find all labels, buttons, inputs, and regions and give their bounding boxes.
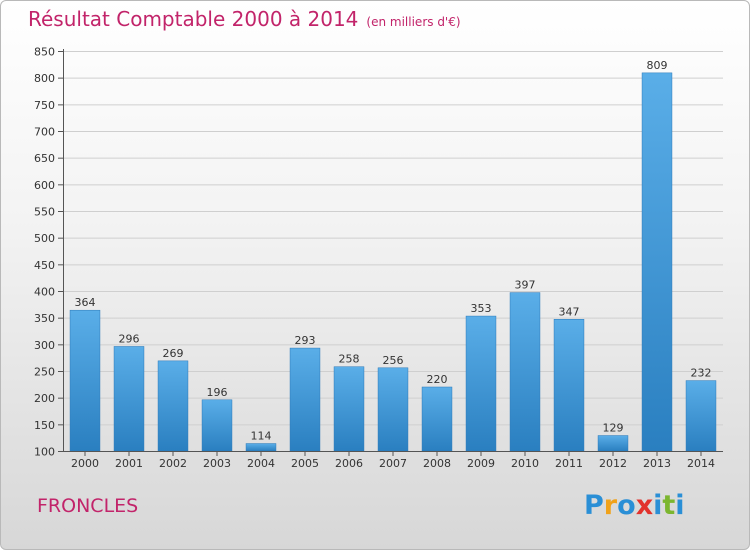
- bar-value-label: 347: [559, 305, 580, 318]
- bar-value-label: 220: [427, 373, 448, 386]
- bar: [157, 360, 189, 452]
- bar: [597, 435, 629, 452]
- y-tick-label: 600: [34, 179, 55, 192]
- y-tick-label: 100: [34, 446, 55, 459]
- bar: [509, 292, 541, 452]
- y-tick-label: 650: [34, 152, 55, 165]
- bar-value-label: 397: [515, 279, 536, 292]
- x-tick-label: 2011: [555, 457, 583, 470]
- chart-title: Résultat Comptable 2000 à 2014 (en millie…: [28, 7, 461, 31]
- bar: [553, 319, 585, 452]
- y-tick-label: 500: [34, 232, 55, 245]
- axis-layer: 100 150 200 250 300 350 400 450 500 550 600 650 700 7…: [34, 46, 723, 470]
- bar-value-label: 809: [647, 59, 668, 72]
- x-tick-label: 2000: [71, 457, 99, 470]
- y-tick-label: 250: [34, 366, 55, 379]
- logo-letter: i: [653, 490, 663, 521]
- bar: [245, 443, 277, 452]
- bar-value-label: 232: [691, 367, 712, 380]
- bar: [333, 366, 365, 452]
- logo-letter: t: [662, 490, 676, 521]
- logo-letter: o: [617, 490, 636, 521]
- bar: [377, 367, 409, 452]
- x-tick-label: 2014: [687, 457, 715, 470]
- bar-value-label: 258: [339, 353, 360, 366]
- y-tick-label: 750: [34, 99, 55, 112]
- chart-subtitle: (en milliers d'€): [366, 15, 461, 29]
- logo-letter: r: [603, 490, 618, 521]
- logo-letter: i: [675, 490, 685, 521]
- bar-value-label: 293: [295, 334, 316, 347]
- y-tick-label: 350: [34, 312, 55, 325]
- x-tick-label: 2002: [159, 457, 187, 470]
- bar-value-label: 256: [383, 354, 404, 367]
- x-tick-label: 2008: [423, 457, 451, 470]
- proxiti-logo[interactable]: Proxiti: [584, 490, 685, 521]
- x-tick-label: 2003: [203, 457, 231, 470]
- chart-title-text: Résultat Comptable 2000 à 2014: [28, 7, 359, 31]
- bar: [201, 399, 233, 452]
- x-tick-label: 2010: [511, 457, 539, 470]
- bar: [421, 386, 453, 452]
- y-tick-label: 450: [34, 259, 55, 272]
- bar-value-label: 296: [119, 332, 140, 345]
- bar: [641, 72, 673, 452]
- y-tick-label: 300: [34, 339, 55, 352]
- bar-value-label: 364: [75, 296, 96, 309]
- x-tick-label: 2001: [115, 457, 143, 470]
- y-tick-label: 850: [34, 46, 55, 59]
- bar-layer: [69, 72, 717, 452]
- x-tick-label: 2007: [379, 457, 407, 470]
- y-tick-label: 150: [34, 419, 55, 432]
- bar: [289, 347, 321, 452]
- x-tick-label: 2006: [335, 457, 363, 470]
- city-name: FRONCLES: [37, 495, 139, 517]
- logo-letter: x: [635, 490, 654, 521]
- bar-value-label: 114: [251, 430, 272, 443]
- x-tick-label: 2004: [247, 457, 275, 470]
- bar: [685, 380, 717, 452]
- x-tick-label: 2013: [643, 457, 671, 470]
- y-tick-label: 700: [34, 126, 55, 139]
- x-tick-label: 2009: [467, 457, 495, 470]
- y-tick-label: 200: [34, 392, 55, 405]
- bar: [113, 346, 145, 452]
- bar-value-label: 196: [207, 386, 228, 399]
- x-tick-label: 2005: [291, 457, 319, 470]
- logo-letter: P: [584, 490, 604, 521]
- y-tick-label: 550: [34, 206, 55, 219]
- x-tick-label: 2012: [599, 457, 627, 470]
- bar: [465, 315, 497, 452]
- y-tick-label: 800: [34, 72, 55, 85]
- bar-value-label: 353: [471, 302, 492, 315]
- bar-value-label: 129: [603, 422, 624, 435]
- y-tick-label: 400: [34, 286, 55, 299]
- bar: [69, 309, 101, 452]
- bar-value-label: 269: [163, 347, 184, 360]
